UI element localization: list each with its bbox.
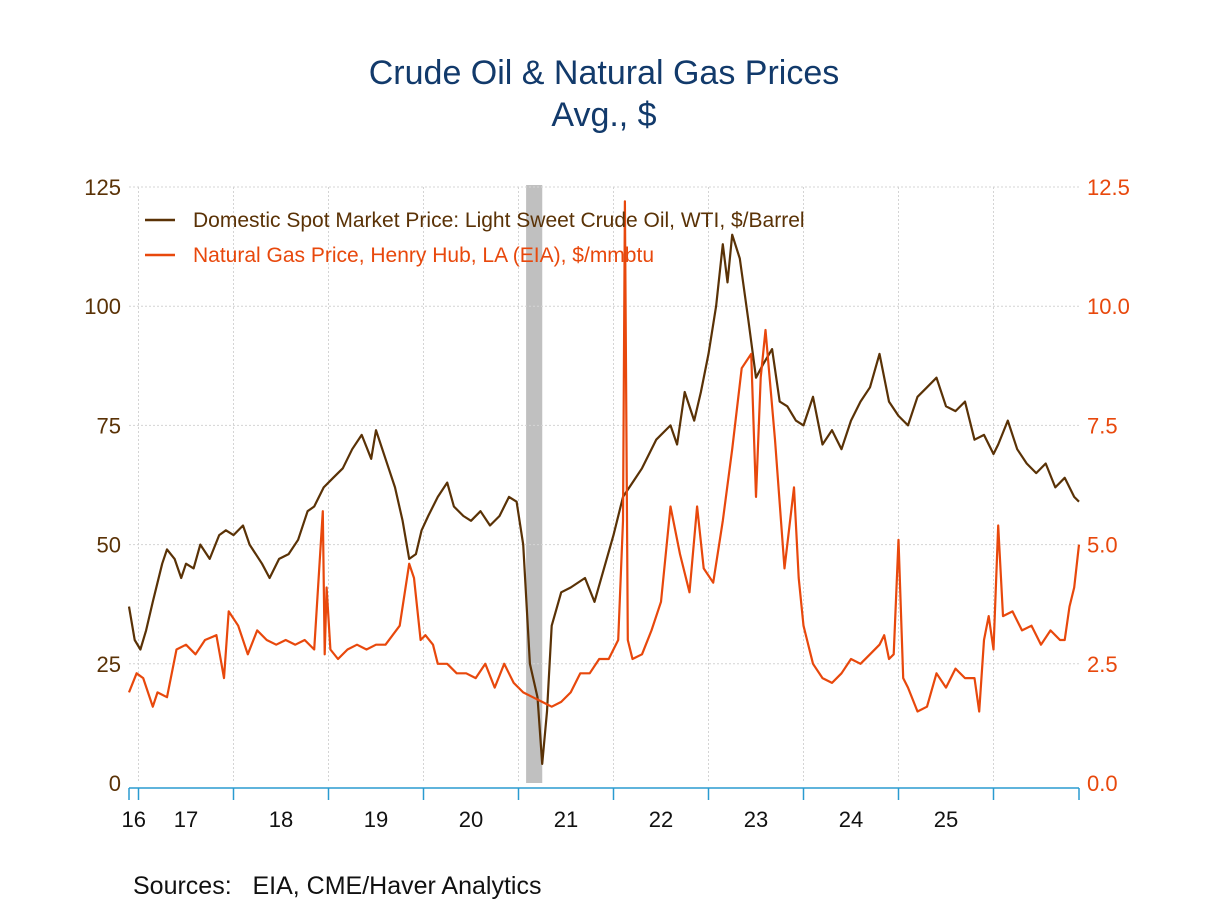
y-right-tick-label: 2.5: [1087, 652, 1118, 677]
series-lines: [127, 200, 1081, 766]
x-tick-label: 17: [174, 807, 198, 832]
x-tick-label: 19: [364, 807, 388, 832]
x-tick-label: 21: [554, 807, 578, 832]
x-tick-label: 22: [649, 807, 673, 832]
chart-title-line: Crude Oil & Natural Gas Prices: [368, 54, 840, 92]
recession-shading: [526, 185, 543, 783]
x-tick-label: 16: [122, 807, 146, 832]
axes: 0 25 50 75 100 125 0.0 2.5 5.0 7.5 10.0 12.5 16 17 18 1…: [84, 175, 1130, 832]
legend: Domestic Spot Market Price: Light Sweet …: [145, 209, 805, 267]
gridlines: [129, 186, 1079, 783]
y-right-tick-label: 7.5: [1087, 413, 1118, 438]
y-right-tick-label: 5.0: [1087, 533, 1118, 558]
x-tick-label: 18: [269, 807, 293, 832]
y-left-tick-label: 0: [109, 771, 121, 796]
x-tick-label: 25: [934, 807, 958, 832]
y-left-tick-label: 75: [97, 413, 121, 438]
y-left-tick-label: 100: [84, 294, 121, 319]
y-left-tick-label: 25: [97, 652, 121, 677]
chart-subtitle-line: Avg., $: [551, 96, 657, 134]
legend-label: Domestic Spot Market Price: Light Sweet …: [193, 209, 805, 232]
x-tick-label: 20: [459, 807, 483, 832]
y-left-tick-label: 50: [97, 533, 121, 558]
sources-note: Sources: EIA, CME/Haver Analytics: [133, 872, 542, 900]
legend-label: Natural Gas Price, Henry Hub, LA (EIA), …: [193, 244, 654, 267]
y-right-tick-label: 10.0: [1087, 294, 1130, 319]
x-tick-label: 23: [744, 807, 768, 832]
y-right-tick-label: 0.0: [1087, 771, 1118, 796]
series-line-natural-gas: [127, 200, 1081, 713]
y-right-tick-label: 12.5: [1087, 175, 1130, 200]
x-tick-label: 24: [839, 807, 863, 832]
series-line-crude-oil: [127, 233, 1080, 766]
chart-title: Crude Oil & Natural Gas Prices Avg., $: [0, 52, 1208, 136]
recession-band: [526, 185, 543, 783]
y-left-tick-label: 125: [84, 175, 121, 200]
